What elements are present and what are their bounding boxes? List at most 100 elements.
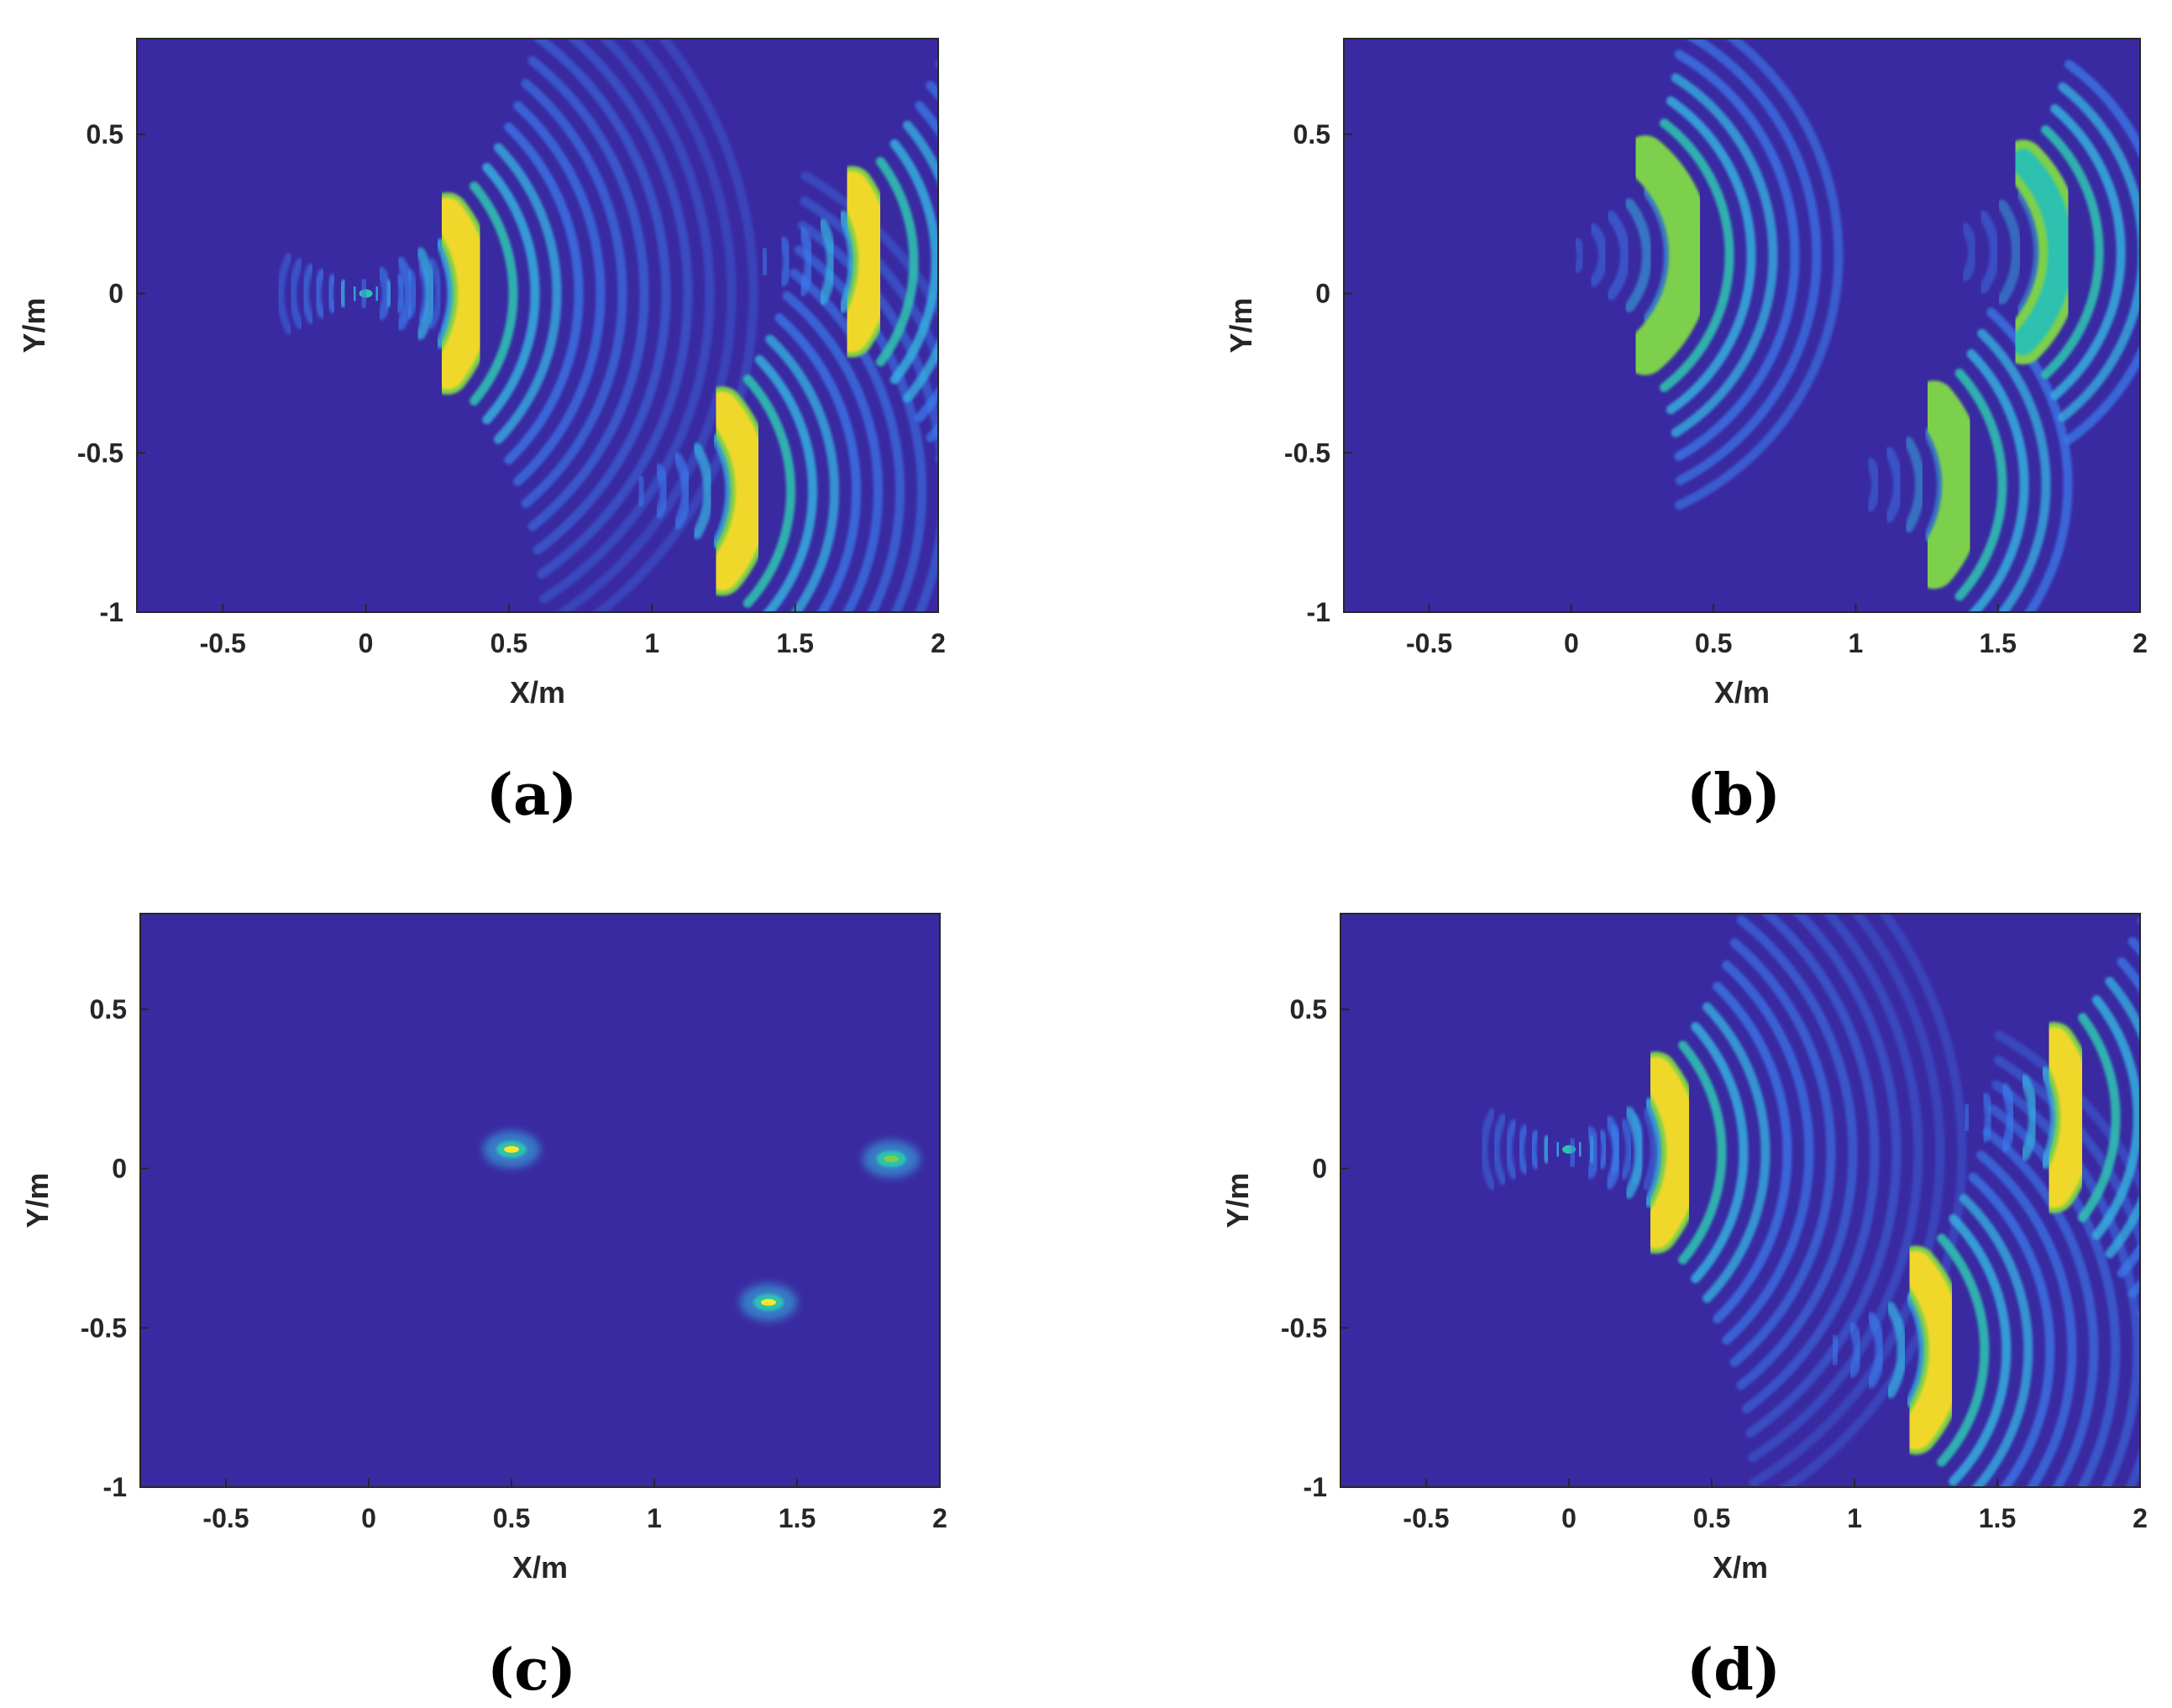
outer-ring bbox=[1959, 1193, 2033, 1487]
source-ring bbox=[289, 258, 304, 329]
outer-ring bbox=[1722, 960, 1814, 1345]
outer-ring bbox=[1674, 50, 1800, 461]
y-tick-label: 0.5 bbox=[87, 119, 123, 149]
source-ring bbox=[372, 285, 382, 303]
outer-ring bbox=[1671, 73, 1778, 437]
x-tick-label: 1 bbox=[644, 628, 659, 658]
outer-ring bbox=[1702, 1002, 1771, 1303]
focus-peak bbox=[504, 1145, 519, 1153]
y-axis-label: Y/m bbox=[17, 297, 51, 353]
inner-ring bbox=[1624, 1106, 1645, 1199]
panel-caption: (b) bbox=[1687, 762, 1781, 829]
intensity-field bbox=[1571, 39, 2140, 612]
y-tick-label: -1 bbox=[1307, 597, 1330, 627]
inner-ring bbox=[2017, 189, 2044, 315]
y-tick-label: -0.5 bbox=[81, 1312, 127, 1343]
outer-ring bbox=[1729, 938, 1836, 1367]
outer-ring bbox=[754, 354, 818, 612]
outer-ring bbox=[2064, 60, 2140, 445]
inner-ring bbox=[1603, 1116, 1623, 1190]
x-tick-label: 0 bbox=[361, 1503, 376, 1533]
y-tick-label: -0.5 bbox=[77, 437, 123, 468]
outer-ring bbox=[742, 374, 795, 608]
inner-ring bbox=[691, 443, 714, 540]
source-ring bbox=[301, 263, 315, 324]
y-tick-label: -0.5 bbox=[1284, 437, 1330, 468]
inner-ring bbox=[1884, 447, 1904, 523]
source-ring bbox=[350, 285, 359, 303]
inner-ring bbox=[1847, 1323, 1864, 1378]
source-ring bbox=[1529, 1129, 1540, 1170]
outer-ring bbox=[533, 39, 671, 555]
target-target-1 bbox=[483, 1130, 540, 1168]
x-tick-label: 0.5 bbox=[491, 628, 527, 658]
x-axis-label: X/m bbox=[512, 1550, 568, 1585]
source-ring bbox=[1516, 1124, 1529, 1175]
y-tick-label: 0 bbox=[112, 1154, 127, 1184]
source-ring bbox=[1598, 1129, 1609, 1170]
intensity-field bbox=[1480, 914, 2140, 1487]
source-ring bbox=[1641, 1108, 1658, 1191]
main-arc bbox=[2010, 149, 2074, 355]
source-ring bbox=[1576, 1140, 1585, 1159]
source-ring bbox=[428, 258, 443, 329]
outer-ring bbox=[765, 334, 839, 612]
target-target-3 bbox=[1960, 916, 2140, 1319]
x-tick-label: 2 bbox=[931, 628, 946, 658]
target-target-3 bbox=[758, 60, 938, 464]
axes-frame bbox=[1343, 38, 2141, 613]
outer-ring bbox=[554, 39, 737, 612]
outer-ring bbox=[2091, 995, 2140, 1240]
panel-caption: (d) bbox=[1687, 1637, 1781, 1704]
outer-ring bbox=[1966, 348, 2029, 612]
x-tick-label: 1.5 bbox=[779, 1503, 816, 1533]
main-arc bbox=[1921, 390, 1976, 580]
target-target-3 bbox=[863, 1140, 921, 1178]
outer-ring bbox=[1748, 914, 1923, 1463]
chart-panel-a: -0.5 0 0.5 1 1.5 2 0.5 0 -0.5 -1 X/m Y/m (a) bbox=[17, 38, 946, 829]
inner-ring bbox=[778, 236, 793, 287]
inner-ring bbox=[1566, 1137, 1579, 1168]
target-target-1 bbox=[1566, 914, 1967, 1487]
outer-ring bbox=[1675, 39, 1844, 511]
source-ring bbox=[1504, 1119, 1519, 1180]
inner-ring bbox=[1978, 211, 2001, 294]
x-tick-label: -0.5 bbox=[1406, 628, 1452, 658]
inner-ring bbox=[817, 218, 837, 305]
outer-ring bbox=[1678, 1040, 1727, 1265]
outer-ring bbox=[504, 122, 584, 465]
outer-ring bbox=[1937, 1234, 1990, 1467]
outer-ring bbox=[527, 55, 649, 532]
inner-ring bbox=[837, 210, 858, 313]
outer-ring bbox=[1660, 118, 1734, 392]
inner-ring bbox=[1980, 1092, 1996, 1143]
outer-ring bbox=[1749, 914, 1945, 1487]
outer-ring bbox=[889, 139, 938, 385]
panel-caption: (c) bbox=[487, 1637, 576, 1704]
inner-ring bbox=[1885, 1302, 1907, 1398]
outer-ring bbox=[521, 79, 627, 509]
target-target-1 bbox=[357, 39, 758, 612]
inner-ring bbox=[1996, 199, 2022, 305]
inner-ring bbox=[797, 227, 815, 296]
inner-ring bbox=[653, 464, 670, 519]
y-tick-label: 0 bbox=[1315, 279, 1330, 309]
x-tick-label: -0.5 bbox=[1403, 1503, 1449, 1533]
x-tick-label: 2 bbox=[2133, 628, 2148, 658]
outer-ring bbox=[2041, 125, 2104, 380]
outer-ring bbox=[1778, 914, 1967, 1487]
axes-frame bbox=[1340, 913, 2141, 1488]
panels: -0.5 0 0.5 1 1.5 2 0.5 0 -0.5 -1 X/m Y/m (a) -0.5 0 0.5… bbox=[17, 38, 2148, 1704]
main-arc bbox=[835, 170, 892, 353]
inner-ring bbox=[415, 247, 436, 340]
inner-ring bbox=[2039, 1066, 2061, 1169]
panel-caption: (a) bbox=[486, 762, 577, 829]
y-axis-label: Y/m bbox=[20, 1172, 55, 1228]
y-tick-label: 0.5 bbox=[90, 994, 127, 1024]
intensity-field bbox=[483, 1130, 921, 1321]
inner-ring bbox=[1999, 1083, 2017, 1152]
main-arc bbox=[430, 197, 491, 390]
main-arc bbox=[1899, 1250, 1963, 1450]
x-tick-label: 1.5 bbox=[776, 628, 813, 658]
